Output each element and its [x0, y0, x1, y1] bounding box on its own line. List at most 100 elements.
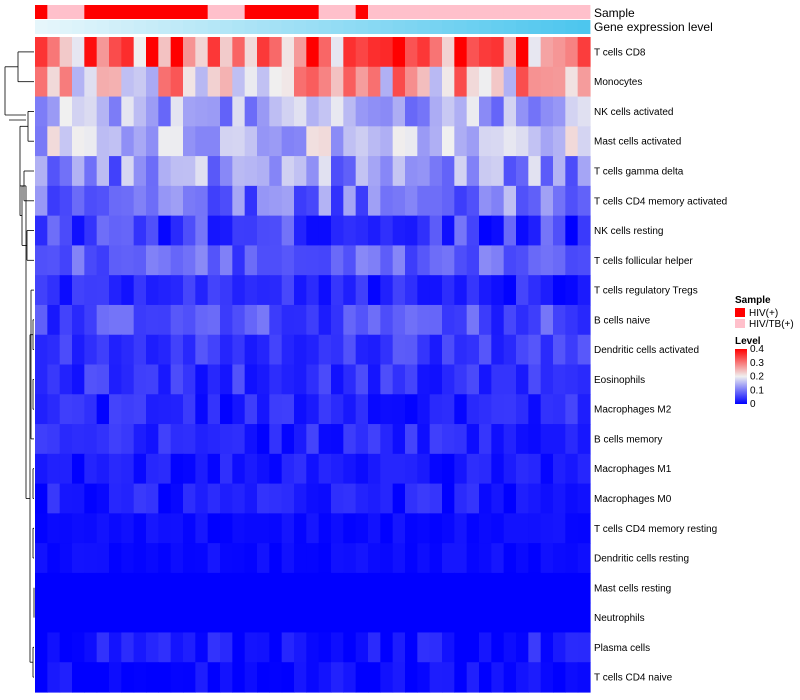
heatmap-cell [232, 394, 246, 425]
heatmap-cell [281, 453, 295, 485]
heatmap-cell [294, 543, 307, 574]
heatmap-cell [220, 126, 233, 157]
heatmap-cell [281, 513, 295, 544]
heatmap-cell [59, 453, 73, 485]
heatmap-cell [528, 543, 542, 574]
heatmap-cell [96, 66, 110, 98]
heatmap-cell [417, 245, 431, 276]
sample-annotation-cell [47, 5, 61, 19]
heatmap-cell [392, 334, 406, 366]
heatmap-cell [442, 602, 455, 634]
heatmap-cell [553, 185, 566, 217]
heatmap-cell [244, 394, 258, 425]
heatmap-cell [195, 453, 209, 485]
expression-annotation-cell [59, 20, 73, 34]
row-label: T cells gamma delta [594, 167, 684, 178]
heatmap-cell [380, 572, 394, 604]
heatmap-cell [528, 126, 542, 157]
heatmap-cell [207, 37, 221, 68]
heatmap-cell [72, 37, 85, 68]
heatmap-cell [96, 185, 110, 217]
heatmap-cell [442, 185, 455, 217]
heatmap-cell [540, 453, 554, 485]
heatmap-cell [84, 394, 98, 425]
heatmap-cell [72, 513, 85, 544]
heatmap-cell [47, 543, 61, 574]
heatmap-cell [72, 453, 85, 485]
heatmap-cell [47, 304, 61, 336]
heatmap-cell [109, 364, 122, 395]
heatmap-cell [47, 275, 61, 306]
heatmap-cell [72, 66, 85, 98]
heatmap-cell [528, 364, 542, 395]
heatmap-cell [257, 453, 270, 485]
heatmap-cell [306, 185, 320, 217]
legend-swatch-hiv [735, 308, 745, 317]
heatmap-cell [331, 66, 344, 98]
heatmap-cell [257, 156, 270, 187]
heatmap-cell [244, 156, 258, 187]
sample-annotation-cell [59, 5, 73, 19]
heatmap-cell [207, 215, 221, 247]
heatmap-cell [170, 156, 184, 187]
heatmap-cell [540, 275, 554, 306]
heatmap-cell [121, 156, 135, 187]
heatmap-cell [405, 37, 418, 68]
heatmap-cell [109, 96, 122, 127]
heatmap-cell [577, 394, 591, 425]
sample-annotation-cell [553, 5, 566, 19]
heatmap-cell [540, 215, 554, 247]
heatmap-cell [343, 304, 357, 336]
heatmap-cell [232, 304, 246, 336]
heatmap-cell [516, 394, 529, 425]
heatmap-cell [392, 96, 406, 127]
heatmap-cell [565, 394, 579, 425]
heatmap-cell [429, 156, 443, 187]
heatmap-cell [318, 424, 332, 455]
heatmap-cell [232, 602, 246, 634]
heatmap-cell [503, 215, 517, 247]
heatmap-cell [244, 126, 258, 157]
heatmap-cell [59, 572, 73, 604]
heatmap-cell [195, 513, 209, 544]
heatmap-cell [343, 424, 357, 455]
heatmap-cell [146, 602, 159, 634]
heatmap-cell [429, 185, 443, 217]
heatmap-cell [553, 632, 566, 663]
heatmap-cell [158, 215, 172, 247]
row-label: Neutrophils [594, 613, 645, 624]
heatmap-cell [503, 126, 517, 157]
heatmap-cell [109, 245, 122, 276]
heatmap-cell [269, 572, 283, 604]
heatmap-cell [343, 662, 357, 693]
heatmap-cell [207, 572, 221, 604]
heatmap-cell [528, 334, 542, 366]
heatmap-cell [565, 543, 579, 574]
heatmap-cell [380, 483, 394, 514]
heatmap-cell [392, 662, 406, 693]
heatmap-cell [454, 394, 468, 425]
sample-annotation-cell [577, 5, 591, 19]
heatmap-cell [454, 632, 468, 663]
heatmap-cell [331, 156, 344, 187]
heatmap-cell [343, 96, 357, 127]
heatmap-cell [503, 572, 517, 604]
heatmap-cell [405, 602, 418, 634]
row-label: T cells CD4 memory resting [594, 524, 717, 535]
heatmap-cell [528, 662, 542, 693]
heatmap-cell [170, 483, 184, 514]
heatmap-cell [528, 632, 542, 663]
heatmap-cell [466, 66, 480, 98]
heatmap-cell [170, 334, 184, 366]
sample-annotation-cell [454, 5, 468, 19]
sample-annotation-cell [331, 5, 344, 19]
heatmap-cell [158, 662, 172, 693]
heatmap-cell [429, 275, 443, 306]
heatmap-cell [368, 66, 381, 98]
heatmap-cell [170, 394, 184, 425]
heatmap-cell [170, 364, 184, 395]
heatmap-cell [158, 37, 172, 68]
heatmap-cell [257, 662, 270, 693]
heatmap-cell [343, 572, 357, 604]
heatmap-cell [146, 334, 159, 366]
